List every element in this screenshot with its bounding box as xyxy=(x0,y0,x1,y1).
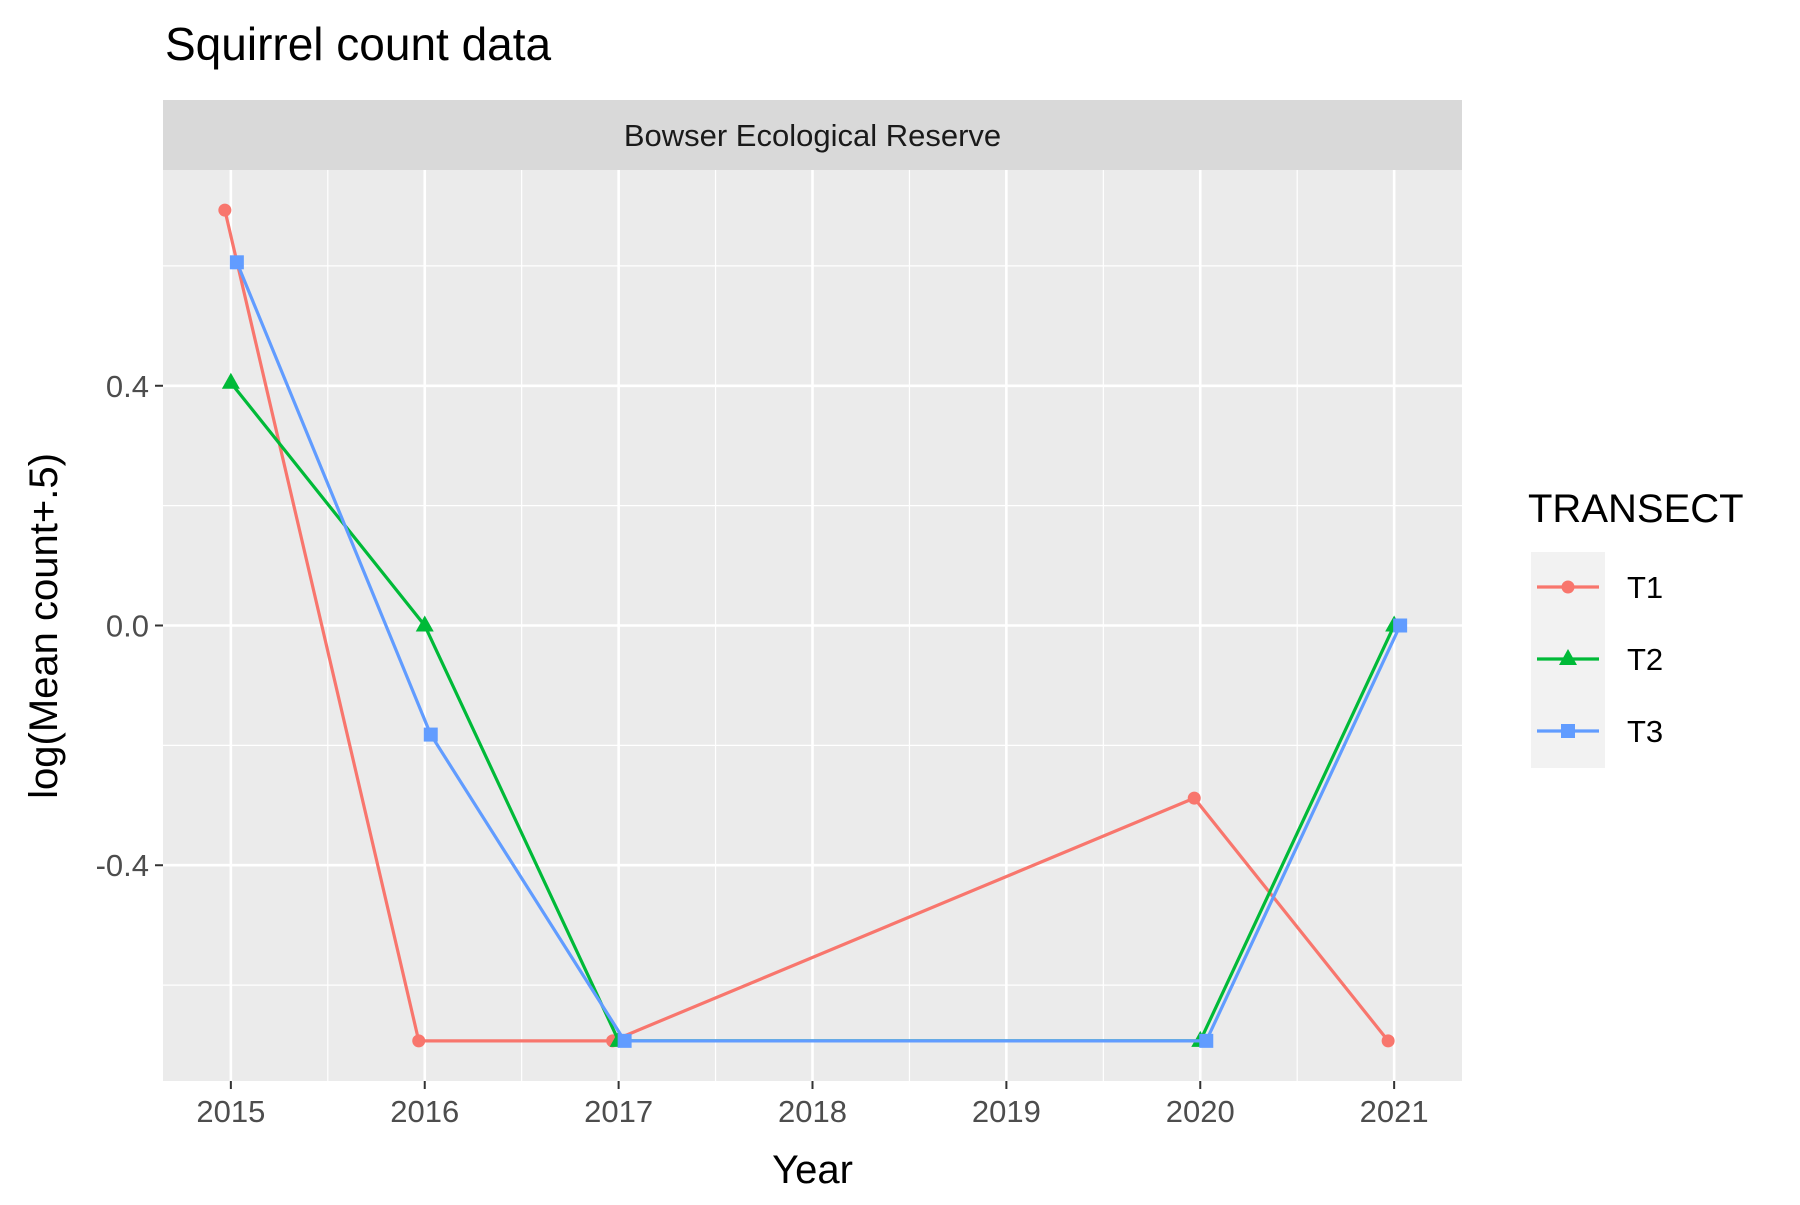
data-point-T1 xyxy=(218,203,232,217)
y-tick-label: 0.4 xyxy=(106,369,149,404)
data-point-T3 xyxy=(617,1033,632,1048)
y-tick-label: -0.4 xyxy=(96,848,149,883)
legend-label: T1 xyxy=(1627,570,1663,605)
series-layer xyxy=(218,203,1408,1048)
data-point-T3 xyxy=(229,255,244,270)
x-axis-title: Year xyxy=(772,1148,853,1192)
legend-label: T3 xyxy=(1627,714,1663,749)
x-tick-label: 2019 xyxy=(972,1094,1041,1129)
data-point-T2 xyxy=(415,615,434,632)
legend-item-T2: T2 xyxy=(1537,642,1663,677)
legend-marker xyxy=(1561,580,1575,594)
data-point-T1 xyxy=(412,1034,426,1048)
legend-marker xyxy=(1559,649,1577,665)
y-axis: 0.4 0.0 -0.4 xyxy=(96,369,163,883)
legend-marker xyxy=(1561,724,1575,738)
x-tick-label: 2020 xyxy=(1166,1094,1235,1129)
legend-label: T2 xyxy=(1627,642,1663,677)
data-point-T2 xyxy=(221,372,240,389)
legend-items: T1 T2 T3 xyxy=(1537,570,1663,749)
data-point-T3 xyxy=(1199,1033,1214,1048)
legend-item-T1: T1 xyxy=(1537,570,1663,605)
data-point-T3 xyxy=(423,727,438,742)
chart-title: Squirrel count data xyxy=(165,18,552,70)
facet-strip xyxy=(163,100,1462,170)
x-tick-label: 2018 xyxy=(778,1094,847,1129)
legend: TRANSECT T1 T2 T3 xyxy=(1528,487,1744,768)
x-tick-label: 2015 xyxy=(196,1094,265,1129)
legend-title: TRANSECT xyxy=(1528,487,1744,531)
x-tick-label: 2017 xyxy=(584,1094,653,1129)
x-tick-label: 2016 xyxy=(390,1094,459,1129)
series-T3 xyxy=(229,255,1408,1048)
legend-item-T3: T3 xyxy=(1537,714,1663,749)
x-axis: 2015 2016 2017 2018 2019 2020 2021 xyxy=(196,1081,1429,1129)
x-tick-label: 2021 xyxy=(1360,1094,1429,1129)
data-point-T3 xyxy=(1393,618,1408,633)
data-point-T1 xyxy=(1187,791,1201,805)
data-point-T1 xyxy=(1381,1034,1395,1048)
facet-strip-label: Bowser Ecological Reserve xyxy=(624,118,1001,153)
y-tick-label: 0.0 xyxy=(106,609,149,644)
y-axis-title: log(Mean count+.5) xyxy=(22,453,66,799)
series-T1 xyxy=(218,203,1395,1048)
